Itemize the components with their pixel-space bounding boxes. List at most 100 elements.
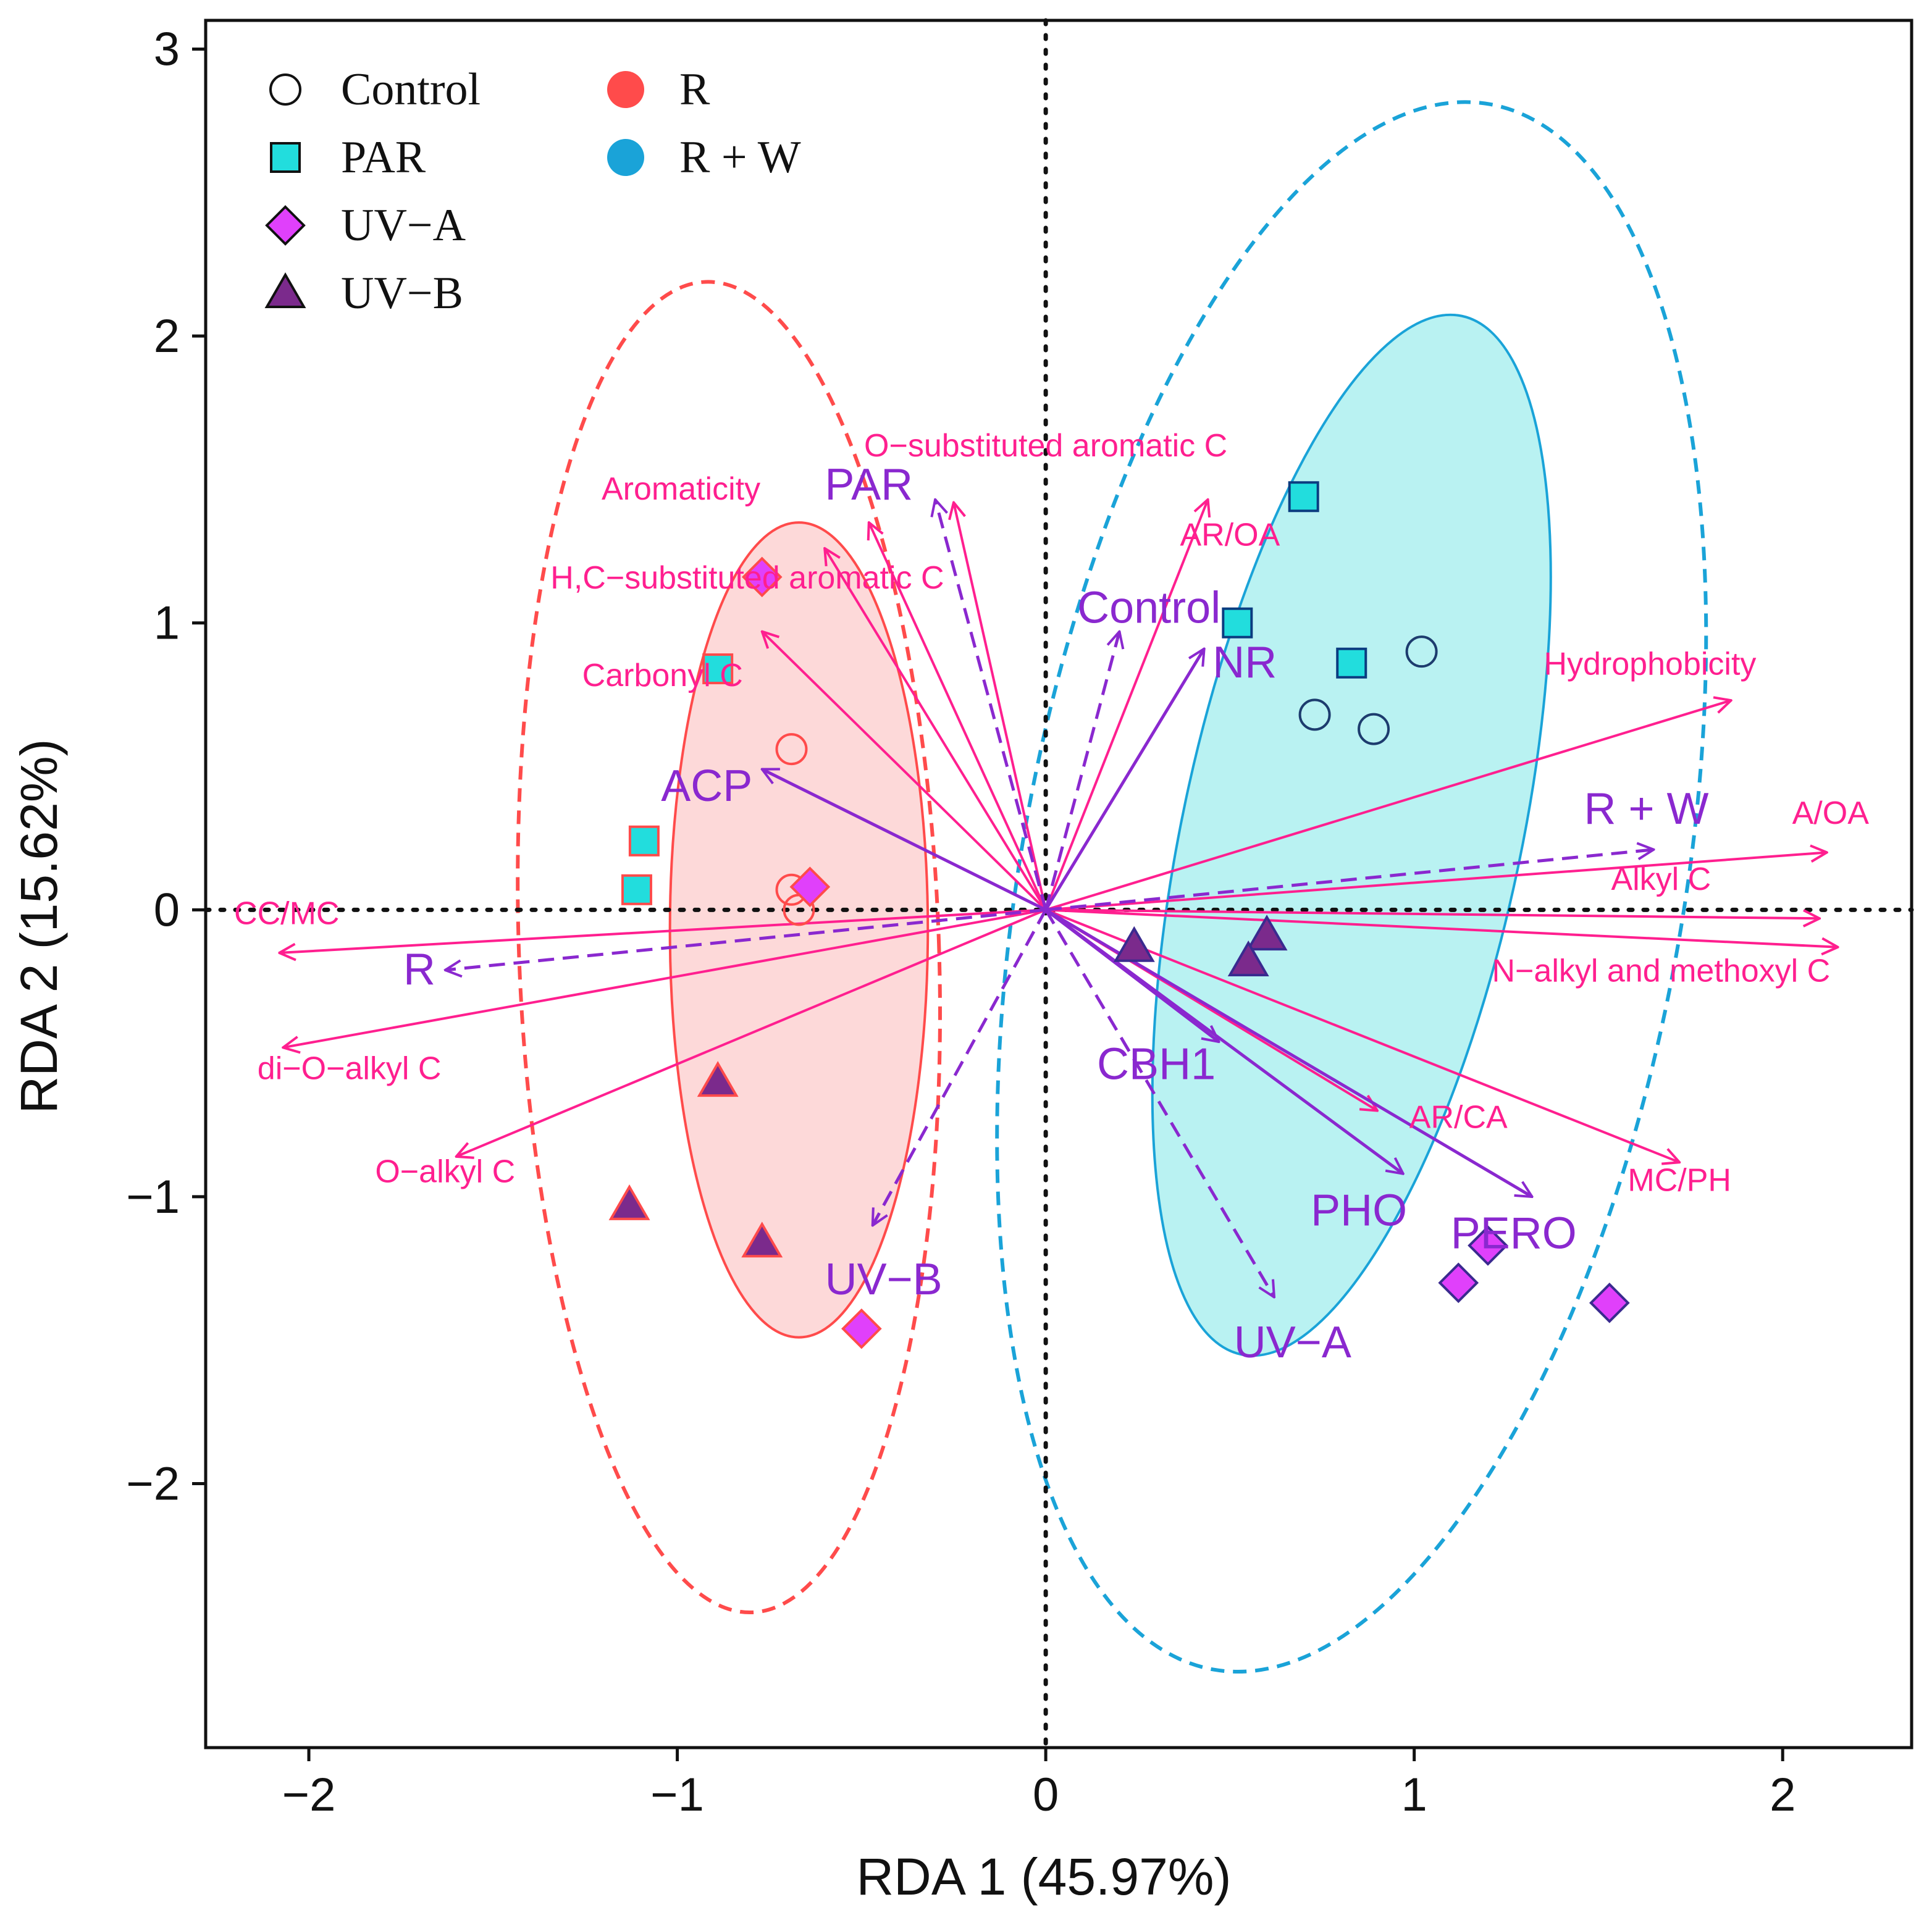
r-w-solid-ellipse (1151, 313, 1552, 1357)
factor-arrow-label-nr: NR (1212, 638, 1277, 687)
factor-arrow-label-uv-a: UV−A (1234, 1318, 1351, 1367)
factor-arrow-acp (762, 768, 1047, 911)
point-r-w-par-17 (1336, 647, 1367, 679)
env-arrow-label-cc-mc: CC/MC (234, 896, 339, 932)
env-arrow-n-alkyl-and-methoxyl-c (1046, 908, 1838, 947)
point-r-par-4 (628, 825, 660, 857)
point-r-w-control-14 (1358, 713, 1390, 745)
point-r-w-uv-a-18 (1468, 1225, 1508, 1266)
factor-arrow-label-uv-b: UV−B (825, 1255, 943, 1304)
legend-symbol-control (269, 73, 301, 106)
point-r-w-par-16 (1222, 607, 1253, 639)
point-r-w-uv-b-22 (1246, 915, 1288, 951)
y-tick-label-3: 1 (154, 597, 180, 650)
point-r-control-0 (775, 733, 808, 766)
legend-label-group-r: R (679, 64, 710, 115)
factor-arrow-label-pero: PERO (1451, 1209, 1577, 1259)
env-arrow-ar-oa (1044, 500, 1208, 911)
legend-symbol-group-r (607, 71, 644, 108)
factor-arrow-label-cbh1: CBH1 (1097, 1039, 1216, 1089)
point-r-uv-b-9 (697, 1061, 739, 1097)
env-arrow-label-carbonyl-c: Carbonyl C (582, 658, 743, 693)
factor-arrow-label-acp: ACP (661, 761, 752, 811)
y-tick-label-5: 3 (154, 23, 180, 75)
legend-label-par: PAR (341, 132, 426, 183)
env-arrow-label-o-substituted-aromatic-c: O−substituted aromatic C (864, 428, 1227, 464)
y-tick-label-0: −2 (126, 1458, 180, 1510)
reference-lines (203, 18, 1914, 1750)
point-r-par-3 (702, 653, 734, 685)
y-axis-title: RDA 2 (15.62%) (10, 739, 68, 1114)
env-arrow-cc-mc (279, 908, 1046, 953)
env-arrow-alkyl-c (1046, 908, 1820, 918)
env-arrow-o-substituted-aromatic-c (954, 503, 1048, 910)
point-r-w-uv-a-20 (1589, 1283, 1630, 1323)
r-w-dashed-ellipse (995, 100, 1708, 1674)
point-r-uv-a-6 (741, 556, 783, 598)
legend-symbol-uv-a (265, 205, 306, 246)
env-arrow-o-alkyl-c (456, 908, 1046, 1157)
point-r-w-control-13 (1298, 698, 1331, 731)
env-arrow-label-mc-ph: MC/PH (1628, 1163, 1731, 1199)
point-r-w-control-12 (1405, 635, 1438, 668)
env-arrow-label-di-o-alkyl-c: di−O−alkyl C (258, 1050, 442, 1086)
env-arrow-label-a-oa: A/OA (1792, 795, 1870, 831)
env-arrow-label-hydrophobicity: Hydrophobicity (1544, 646, 1756, 682)
factor-arrow-control (1044, 632, 1119, 910)
y-tick-label-1: −1 (126, 1171, 180, 1223)
x-tick-label-0: −2 (282, 1769, 336, 1821)
legend-symbol-par (270, 142, 301, 173)
env-arrow-di-o-alkyl-c (283, 908, 1046, 1047)
env-arrow-label-aromaticity: Aromaticity (602, 471, 760, 507)
point-r-w-uv-b-21 (1113, 926, 1155, 962)
point-r-w-par-15 (1288, 481, 1319, 513)
env-arrow-mc-ph (1045, 908, 1679, 1162)
y-tick-label-2: 0 (154, 884, 180, 936)
env-arrow-label-ar-oa: AR/OA (1180, 517, 1280, 553)
factor-arrow-r (445, 908, 1046, 970)
factor-arrow-uv-b (871, 909, 1048, 1225)
y-tick-label-4: 2 (154, 310, 180, 362)
group-ellipses (516, 100, 1708, 1674)
factor-arrow-pho (1044, 908, 1403, 1173)
env-arrow-label-ar-ca: AR/CA (1409, 1099, 1508, 1135)
factor-arrow-label-par: PAR (825, 460, 913, 509)
factor-arrow-uv-a (1044, 909, 1274, 1297)
env-arrow-label-o-alkyl-c: O−alkyl C (375, 1154, 515, 1190)
legend-symbol-uv-b (264, 272, 306, 308)
env-arrow-label-n-alkyl-and-methoxyl-c: N−alkyl and methoxyl C (1492, 953, 1831, 989)
env-arrow-aromaticity (869, 522, 1047, 911)
legend-label-group-r-w: R + W (679, 132, 801, 183)
env-arrow-carbonyl-c (762, 632, 1047, 911)
legend-symbol-group-r-w (607, 139, 644, 176)
factor-arrow-label-r: R (403, 945, 435, 994)
env-arrow-hydrophobicity (1045, 700, 1731, 911)
legend-label-control: Control (341, 64, 481, 115)
factor-arrow-nr (1044, 649, 1204, 911)
point-r-uv-a-8 (841, 1308, 882, 1349)
x-tick-label-4: 2 (1770, 1769, 1796, 1821)
x-tick-label-2: 0 (1033, 1769, 1059, 1821)
point-r-uv-b-10 (608, 1184, 650, 1220)
r-dashed-ellipse (516, 280, 942, 1615)
env-arrow-label-h-c-substituted-aromatic-c: H,C−substituted aromatic C (550, 560, 944, 596)
arrow-labels: O−substituted aromatic C Aromaticity H,C−s… (234, 428, 1869, 1367)
factor-arrow-label-r-w: R + W (1584, 784, 1708, 834)
point-r-w-uv-b-23 (1227, 940, 1269, 976)
legend-label-uv-a: UV−A (341, 200, 466, 251)
legend-label-uv-b: UV−B (341, 268, 463, 319)
env-arrow-h-c-substituted-aromatic-c (825, 548, 1047, 911)
factor-arrow-r-w (1045, 850, 1653, 911)
sample-points (608, 481, 1630, 1349)
axis-ticks: −2 −1 0 1 2 −2 −1 0 1 2 3 (126, 23, 1796, 1821)
x-tick-label-1: −1 (650, 1769, 704, 1821)
point-r-w-uv-a-19 (1438, 1262, 1479, 1304)
x-axis-title: RDA 1 (45.97%) (857, 1848, 1232, 1906)
factor-arrow-label-control: Control (1077, 584, 1220, 633)
factor-arrows (445, 500, 1654, 1297)
factor-arrow-label-pho: PHO (1311, 1186, 1407, 1235)
factor-arrow-par (935, 500, 1048, 910)
env-arrow-a-oa (1045, 852, 1827, 911)
legend: Control PAR UV−A UV−B R R + W (264, 64, 801, 319)
